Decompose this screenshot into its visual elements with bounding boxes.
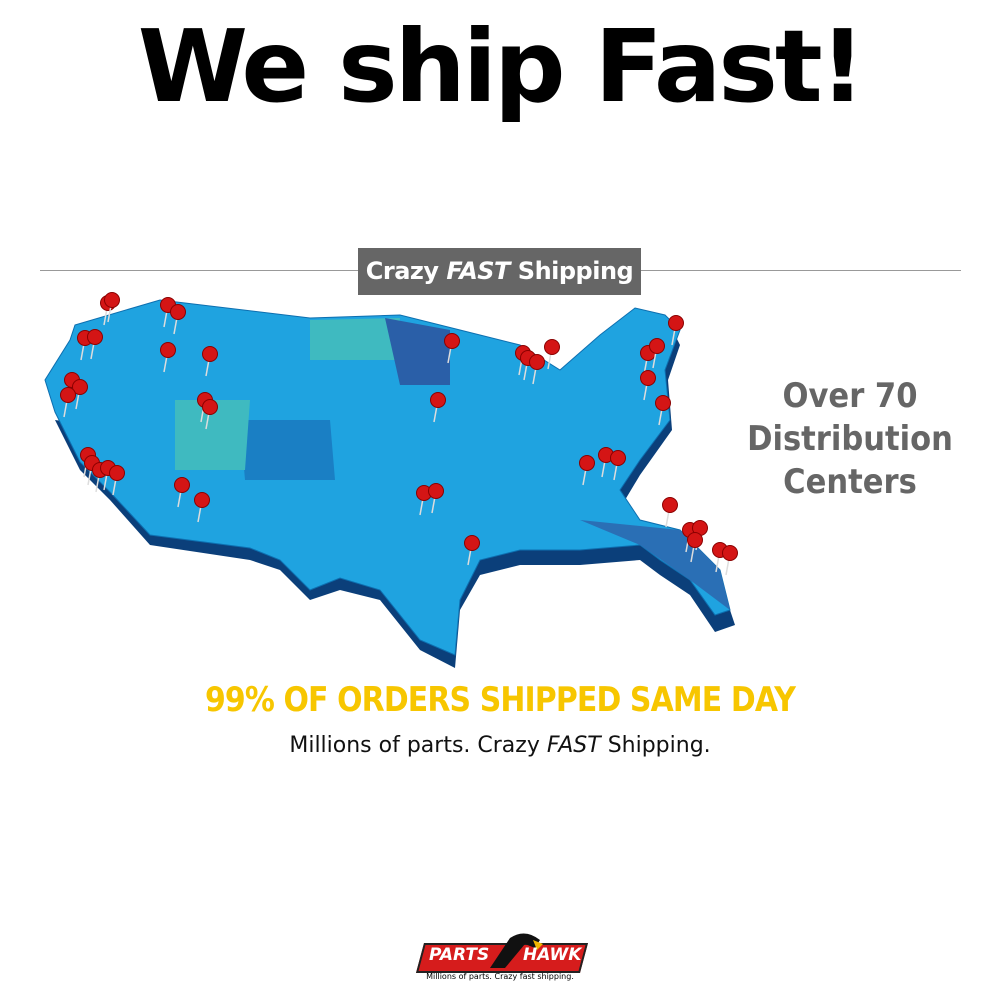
pins-group xyxy=(60,292,738,576)
divider-right xyxy=(641,270,961,271)
distribution-centers-text: Over 70 Distribution Centers xyxy=(740,375,960,504)
map-pin-icon xyxy=(194,492,210,508)
map-pin-icon xyxy=(174,477,190,493)
map-pin-icon xyxy=(170,304,186,320)
map-pin-icon xyxy=(464,535,480,551)
map-pin-icon xyxy=(72,379,88,395)
headline: We ship Fast! xyxy=(137,8,866,125)
map-pin-icon xyxy=(655,395,671,411)
map-region xyxy=(310,318,400,360)
map-pin-icon xyxy=(104,292,120,308)
parts-hawk-logo: PARTS HAWK Millions of parts. Crazy fast… xyxy=(415,930,589,985)
side-line-2: Distribution xyxy=(747,419,953,459)
banner: Crazy FAST Shipping xyxy=(358,248,641,295)
map-pin-icon xyxy=(444,333,460,349)
map-pin-icon xyxy=(668,315,684,331)
map-pin-icon xyxy=(160,342,176,358)
banner-emphasis: FAST xyxy=(446,257,510,285)
map-pin-icon xyxy=(640,370,656,386)
map-region xyxy=(240,420,335,480)
map-pin-icon xyxy=(430,392,446,408)
map-pin-icon xyxy=(662,497,678,513)
divider-left xyxy=(40,270,358,271)
map-pin-icon xyxy=(649,338,665,354)
banner-prefix: Crazy xyxy=(365,257,439,285)
map-pin-icon xyxy=(428,483,444,499)
logo-word-parts: PARTS xyxy=(429,945,490,965)
tagline-prefix: Millions of parts. Crazy xyxy=(289,733,540,758)
map-pin-icon xyxy=(610,450,626,466)
tagline: Millions of parts. Crazy FAST Shipping. xyxy=(0,733,1000,758)
map-pin-icon xyxy=(202,346,218,362)
map-region xyxy=(175,400,250,470)
map-pin-icon xyxy=(529,354,545,370)
side-line-3: Centers xyxy=(783,462,917,502)
map-pin-icon xyxy=(722,545,738,561)
map-pin-icon xyxy=(544,339,560,355)
map-pin-icon xyxy=(579,455,595,471)
tagline-emphasis: FAST xyxy=(546,733,601,758)
same-day-highlight: 99% OF ORDERS SHIPPED SAME DAY xyxy=(204,680,796,720)
map-region xyxy=(385,318,450,385)
banner-suffix: Shipping xyxy=(517,257,634,285)
side-line-1: Over 70 xyxy=(782,376,918,416)
map-pin-icon xyxy=(687,532,703,548)
map-pin-icon xyxy=(109,465,125,481)
hawk-icon xyxy=(490,933,543,968)
map-pin-icon xyxy=(202,399,218,415)
logo-slogan: Millions of parts. Crazy fast shipping. xyxy=(426,972,574,981)
map-pin-icon xyxy=(60,387,76,403)
map-pin-icon xyxy=(87,329,103,345)
tagline-suffix: Shipping. xyxy=(607,733,711,758)
logo-word-hawk: HAWK xyxy=(523,945,582,965)
